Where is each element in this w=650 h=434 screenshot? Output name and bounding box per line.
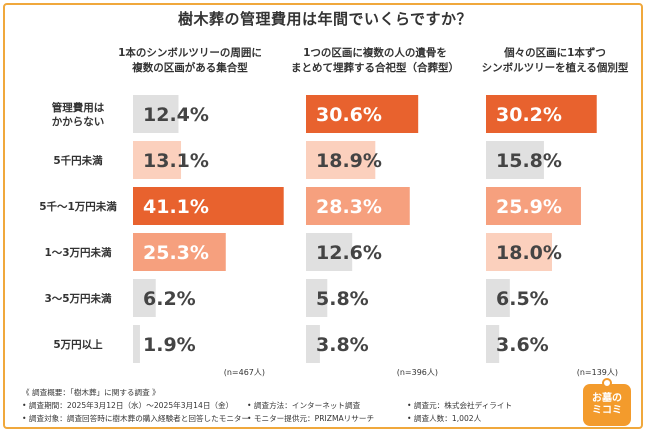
category-label: かからない [52,116,105,128]
bar [306,141,376,179]
value-label: 6.5% [496,288,549,310]
value-label: 30.2% [496,104,562,126]
bar [486,233,552,271]
sample-size-label: (n=396人) [397,368,438,377]
bar [486,325,500,363]
bar [486,187,581,225]
bar [306,95,419,133]
bar [133,95,179,133]
bar [133,141,182,179]
footer-period: • 調査期間：2025年3月12日（水）〜2025年3月14日（金） [22,401,234,410]
value-label: 41.1% [143,196,209,218]
survey-footer: 《 調査概要：「樹木葬」に関する調査 》 • 調査期間：2025年3月12日（水… [22,386,582,425]
bar [486,279,510,317]
value-label: 12.6% [316,242,382,264]
chart-title: 樹木葬の管理費用は年間でいくらですか？ [177,10,473,28]
ohaka-no-mikomi-logo: お墓の ミコミ [583,378,631,426]
sample-size-label: (n=467人) [224,368,265,377]
footer-heading: 《 調査概要：「樹木葬」に関する調査 》 [22,388,160,397]
column-title-1: 1本のシンボルツリーの周囲に 複数の区画がある集合型 [118,47,262,74]
bar [133,325,140,363]
value-label: 3.8% [316,334,369,356]
ribbon-icon [602,378,612,388]
category-label: 5千〜1万円未満 [39,200,117,213]
value-label: 12.4% [143,104,209,126]
value-label: 25.3% [143,242,209,264]
value-label: 25.9% [496,196,562,218]
value-label: 15.8% [496,150,562,172]
bar [133,233,226,271]
bar [306,325,320,363]
column-title-2: 1つの区画に複数の人の遺骨を まとめて埋葬する合祀型（合葬型） [291,47,459,74]
footer-count: • 調査人数：1,002人 [407,414,482,423]
category-label: 1〜3万円未満 [44,246,112,259]
bar [306,279,328,317]
value-label: 3.6% [496,334,549,356]
footer-source: • 調査元：株式会社ディライト [407,401,513,410]
sample-size-label: (n=139人) [577,368,618,377]
value-label: 5.8% [316,288,369,310]
footer-method: • 調査方法：インターネット調査 [247,401,361,410]
footer-monitor: • モニター提供元：PRIZMAリサーチ [247,414,375,423]
category-label: 管理費用は [52,101,105,114]
value-label: 28.3% [316,196,382,218]
category-label: 3〜5万円未満 [44,292,112,305]
bar [133,279,156,317]
bar [486,141,544,179]
bar [486,95,597,133]
value-label: 6.2% [143,288,196,310]
bar [133,187,284,225]
value-label: 18.9% [316,150,382,172]
bar [306,187,410,225]
bar [306,233,353,271]
value-label: 18.0% [496,242,562,264]
value-label: 1.9% [143,334,196,356]
category-label: 5千円未満 [53,154,103,167]
category-label: 5万円以上 [53,338,103,351]
footer-target: • 調査対象：調査回答時に樹木葬の購入経験者と回答したモニター [22,414,250,423]
value-label: 13.1% [143,150,209,172]
value-label: 30.6% [316,104,382,126]
column-title-3: 個々の区画に1本ずつ シンボルツリーを植える個別型 [481,47,629,74]
